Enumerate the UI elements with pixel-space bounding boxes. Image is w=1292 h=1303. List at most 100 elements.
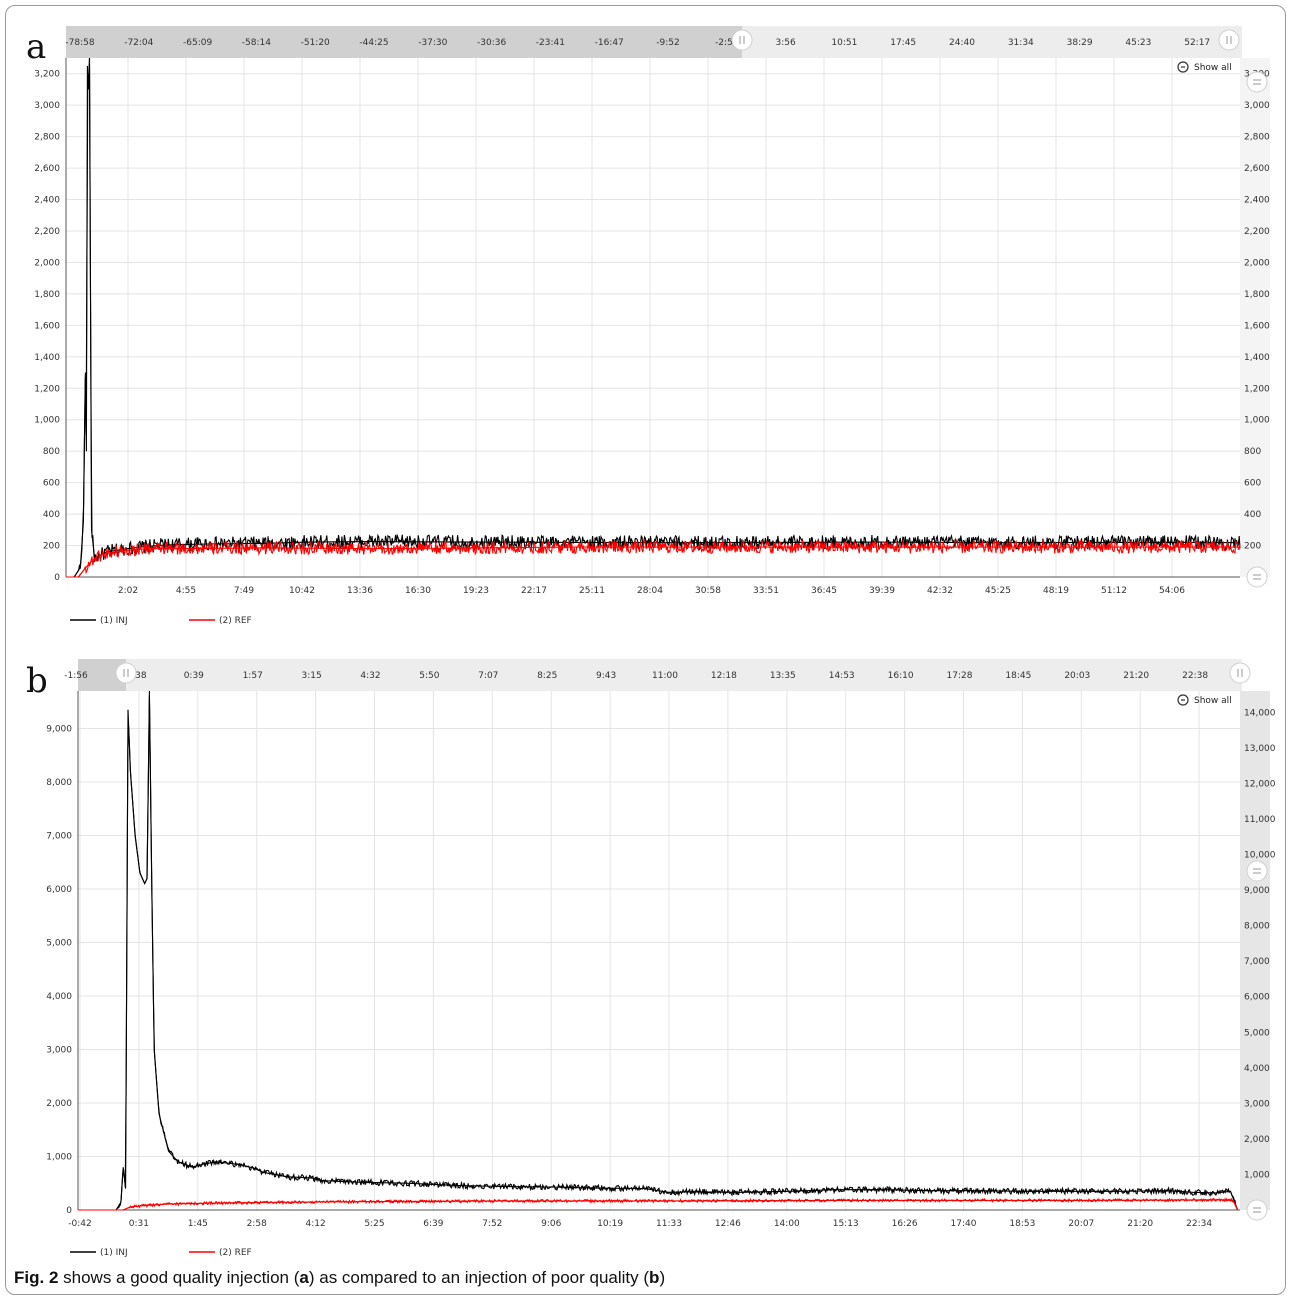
x-tick-label: 5:25	[364, 1219, 384, 1229]
x-tick-label: 10:19	[597, 1219, 623, 1229]
x-tick-label: 42:32	[927, 586, 953, 596]
navigator-right-handle[interactable]	[1218, 29, 1240, 51]
x-tick-label: 36:45	[811, 586, 837, 596]
y-tick-label-right: 14,000	[1244, 708, 1276, 718]
x-tick-label: 2:58	[247, 1219, 267, 1229]
y-tick-label-right: 2,800	[1244, 133, 1270, 143]
navigator-tick-label: -2:58	[715, 38, 739, 48]
y-tick-label-left: 2,000	[46, 1099, 72, 1109]
y-tick-label-right: 200	[1244, 542, 1261, 552]
navigator-tick-label: 17:45	[890, 38, 916, 48]
x-tick-label: 22:34	[1186, 1219, 1212, 1229]
legend-label-inj: (1) INJ	[100, 616, 128, 626]
series-envelope-inj	[78, 690, 1239, 1211]
navigator-tick-label: 18:45	[1005, 671, 1031, 681]
x-tick-label: 22:17	[521, 586, 547, 596]
y-tick-label-left: 9,000	[46, 724, 72, 734]
y-tick-label-right: 1,600	[1244, 321, 1270, 331]
y-tick-label-right: 2,000	[1244, 1135, 1270, 1145]
x-tick-label: 7:49	[234, 586, 254, 596]
navigator-tick-label: -1:56	[64, 671, 88, 681]
y-tick-label-right: 7,000	[1244, 957, 1270, 967]
zoom-out-icon[interactable]	[1177, 694, 1189, 706]
value-axis-bottom-handle[interactable]	[1246, 1199, 1268, 1221]
y-tick-label-left: 1,400	[34, 353, 60, 363]
navigator-tick-label: -51:20	[301, 38, 330, 48]
value-axis-top-handle[interactable]	[1246, 860, 1268, 882]
series-envelope-inj	[66, 57, 1241, 578]
navigator-tick-label: 11:00	[652, 671, 678, 681]
figure-caption: Fig. 2 shows a good quality injection (a…	[14, 1268, 665, 1288]
y-tick-label-left: 1,000	[46, 1152, 72, 1162]
panel-letter-a: a	[26, 27, 46, 67]
x-tick-label: 20:07	[1068, 1219, 1094, 1229]
navigator-tick-label: -65:09	[183, 38, 212, 48]
x-tick-label: 51:12	[1101, 586, 1127, 596]
y-tick-label-left: 1,200	[34, 384, 60, 394]
y-tick-label-left: 3,200	[34, 70, 60, 80]
value-axis-top-handle[interactable]	[1246, 71, 1268, 93]
chart-panel-b: b-1:56-0:380:391:573:154:325:507:078:259…	[26, 659, 1276, 1258]
series-line-ref	[66, 538, 1241, 578]
navigator-tick-label: -58:14	[242, 38, 271, 48]
y-tick-label-right: 800	[1244, 447, 1261, 457]
series-line-inj	[78, 695, 1239, 1211]
navigator-right-handle[interactable]	[1229, 662, 1251, 684]
series-envelope-ref	[78, 1199, 1239, 1211]
y-tick-label-left: 0	[66, 1206, 72, 1216]
series-envelope-ref	[66, 546, 1240, 578]
x-tick-label: -0:42	[68, 1219, 91, 1229]
show-all-button: Show all	[1194, 696, 1232, 706]
y-tick-label-left: 2,200	[34, 227, 60, 237]
navigator-tick-label: 12:18	[711, 671, 737, 681]
y-tick-label-right: 2,600	[1244, 164, 1270, 174]
navigator-tick-label: 9:43	[596, 671, 616, 681]
navigator-tick-label: 1:57	[243, 671, 263, 681]
x-tick-label: 13:36	[347, 586, 373, 596]
y-tick-label-right: 13,000	[1244, 744, 1276, 754]
x-tick-label: 25:11	[579, 586, 605, 596]
y-tick-label-right: 3,000	[1244, 1099, 1270, 1109]
x-tick-label: 18:53	[1009, 1219, 1035, 1229]
y-tick-label-left: 0	[54, 573, 60, 583]
navigator-tick-label: 14:53	[829, 671, 855, 681]
navigator-tick-label: 17:28	[947, 671, 973, 681]
navigator-left-handle[interactable]	[115, 662, 137, 684]
y-tick-label-left: 1,000	[34, 416, 60, 426]
navigator-bar[interactable]	[78, 659, 1242, 691]
y-tick-label-left: 4,000	[46, 992, 72, 1002]
chart-panel-a: a -78:58 -72:04 -65:09 -58:14 -51:20 -44:25 -37…	[26, 26, 1270, 626]
navigator-tick-label: 20:03	[1064, 671, 1090, 681]
y-tick-label-left: 3,000	[46, 1045, 72, 1055]
x-tick-label: 15:13	[833, 1219, 859, 1229]
y-tick-label-right: 9,000	[1244, 886, 1270, 896]
navigator-shaded-range	[66, 26, 742, 58]
y-tick-label-left: 3,000	[34, 101, 60, 111]
navigator-tick-label: 4:32	[360, 671, 380, 681]
zoom-out-icon[interactable]	[1177, 61, 1189, 73]
x-tick-label: 39:39	[869, 586, 895, 596]
y-tick-label-left: 8,000	[46, 778, 72, 788]
y-tick-label-right: 1,400	[1244, 353, 1270, 363]
x-tick-label: 4:12	[305, 1219, 325, 1229]
navigator-tick-label: 45:23	[1125, 38, 1151, 48]
navigator-tick-label: -78:58	[65, 38, 94, 48]
y-tick-label-left: 200	[43, 542, 60, 552]
y-tick-label-right: 1,200	[1244, 384, 1270, 394]
y-tick-label-right: 2,200	[1244, 227, 1270, 237]
navigator-left-handle[interactable]	[731, 29, 753, 51]
x-tick-label: 11:33	[656, 1219, 682, 1229]
legend-label-inj: (1) INJ	[100, 1248, 128, 1258]
x-tick-label: 9:06	[541, 1219, 561, 1229]
value-axis-bottom-handle[interactable]	[1246, 566, 1268, 588]
x-tick-label: 48:19	[1043, 586, 1069, 596]
navigator-tick-label: -72:04	[124, 38, 153, 48]
y-tick-label-right: 1,800	[1244, 290, 1270, 300]
legend-label-ref: (2) REF	[219, 1248, 252, 1258]
series-line-inj	[66, 57, 1241, 578]
navigator-tick-label: -37:30	[418, 38, 447, 48]
y-tick-label-left: 2,600	[34, 164, 60, 174]
figure-frame	[5, 5, 1286, 1295]
x-tick-label: 14:00	[774, 1219, 800, 1229]
